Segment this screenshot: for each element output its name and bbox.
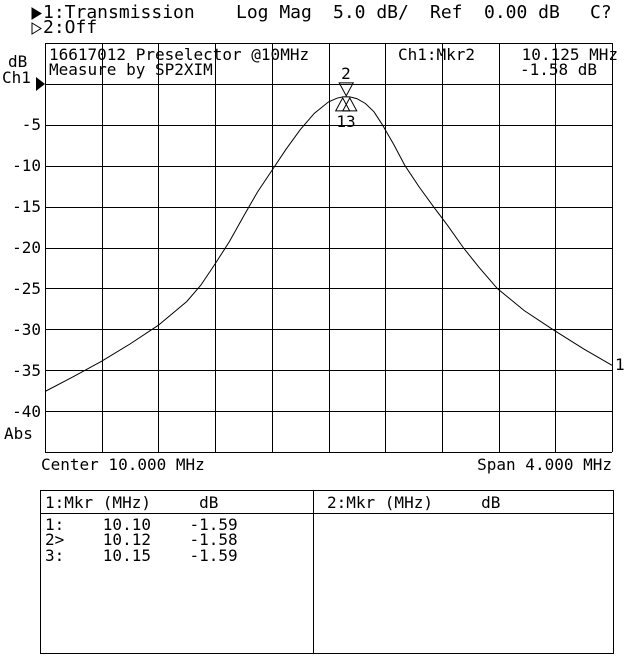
marker-2-down-triangle-icon	[338, 82, 355, 97]
channel-1-trace-label: 1:Transmission	[43, 2, 195, 23]
span-label: Span 4.000 MHz	[477, 455, 612, 474]
title-annotation-line1: 16617012 Preselector @10MHz	[49, 45, 310, 64]
marker-readout-level: -1.58 dB	[520, 60, 598, 79]
marker-table-row: 1: 10.10 -1.59	[45, 515, 238, 534]
format-label: Log Mag	[236, 2, 312, 23]
marker-readout-frequency: 10.125 MHz	[521, 45, 618, 64]
trace-markers	[334, 82, 358, 112]
marker-table-row: 2> 10.12 -1.58	[45, 530, 238, 549]
marker-readout-title: Ch1:Mkr2	[398, 45, 476, 64]
marker-table-row: 3: 10.15 -1.59	[45, 546, 238, 565]
ref-level-pointer-icon	[36, 77, 45, 91]
trace-end-number-label: 1	[615, 355, 625, 374]
marker-1-up-triangle-icon	[334, 96, 351, 112]
y-axis-channel-label: Ch1	[2, 68, 31, 87]
y-axis-tick-label: -10	[12, 156, 41, 175]
marker-number-label: 13	[336, 112, 356, 131]
reference-value: 0.00 dB	[484, 2, 560, 23]
marker-number-label: 2	[341, 64, 351, 83]
channel-2-trace-label: 2:Off	[43, 17, 98, 38]
y-axis-tick-label: -15	[12, 197, 41, 216]
y-axis-tick-label: -20	[12, 238, 41, 257]
channel-2-inactive-icon	[31, 22, 42, 40]
marker-3-up-triangle-icon	[341, 96, 358, 112]
y-axis-tick-label: -30	[12, 320, 41, 339]
reference-label: Ref	[430, 2, 463, 23]
trace-ch1	[44, 96, 613, 392]
marker-table-divider	[313, 491, 314, 653]
marker-table: 1:Mkr (MHz) dB 2:Mkr (MHz) dB 1: 10.10 -…	[40, 490, 614, 654]
title-annotation-line2: Measure by SP2XIM	[49, 60, 213, 79]
scale-per-div-label: 5.0 dB/	[333, 2, 409, 23]
y-axis-tick-label: -40	[12, 402, 41, 421]
channel-1-active-icon	[31, 7, 42, 25]
marker-table-header-underline	[41, 513, 613, 514]
calibration-status: C?	[590, 2, 612, 23]
graticule	[45, 43, 613, 453]
y-axis-abs-label: Abs	[4, 424, 33, 443]
marker-table-ch1-header: 1:Mkr (MHz) dB	[45, 493, 219, 512]
y-axis-tick-label: -25	[12, 279, 41, 298]
y-axis-unit-label: dB	[8, 52, 28, 71]
marker-table-ch2-header: 2:Mkr (MHz) dB	[327, 493, 501, 512]
y-axis-tick-label: -5	[21, 115, 41, 134]
y-axis-tick-label: -35	[12, 361, 41, 380]
center-frequency-label: Center 10.000 MHz	[41, 455, 205, 474]
